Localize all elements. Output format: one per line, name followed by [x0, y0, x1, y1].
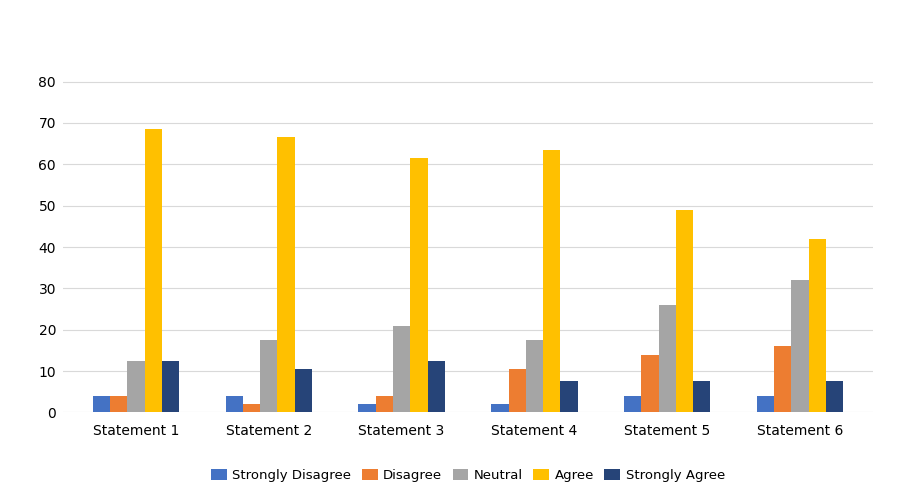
Bar [659, 305, 676, 412]
Bar [543, 150, 561, 412]
Bar [624, 396, 642, 412]
Bar [757, 396, 774, 412]
Bar [226, 396, 243, 412]
Bar [294, 369, 312, 412]
Bar [428, 361, 445, 412]
Bar [491, 404, 508, 412]
Bar [277, 137, 294, 412]
Bar [676, 210, 693, 412]
Legend: Strongly Disagree, Disagree, Neutral, Agree, Strongly Agree: Strongly Disagree, Disagree, Neutral, Ag… [206, 464, 730, 488]
Bar [162, 361, 179, 412]
Bar [561, 381, 578, 412]
Bar [93, 396, 110, 412]
Bar [260, 340, 277, 412]
Bar [110, 396, 128, 412]
Bar [526, 340, 543, 412]
Bar [791, 280, 808, 412]
Bar [693, 381, 710, 412]
Bar [410, 158, 428, 412]
Bar [358, 404, 375, 412]
Bar [774, 346, 791, 412]
Bar [393, 325, 410, 412]
Bar [826, 381, 843, 412]
Bar [145, 129, 162, 412]
Bar [128, 361, 145, 412]
Bar [508, 369, 526, 412]
Bar [243, 404, 260, 412]
Bar [375, 396, 393, 412]
Bar [808, 239, 826, 412]
Bar [642, 355, 659, 412]
